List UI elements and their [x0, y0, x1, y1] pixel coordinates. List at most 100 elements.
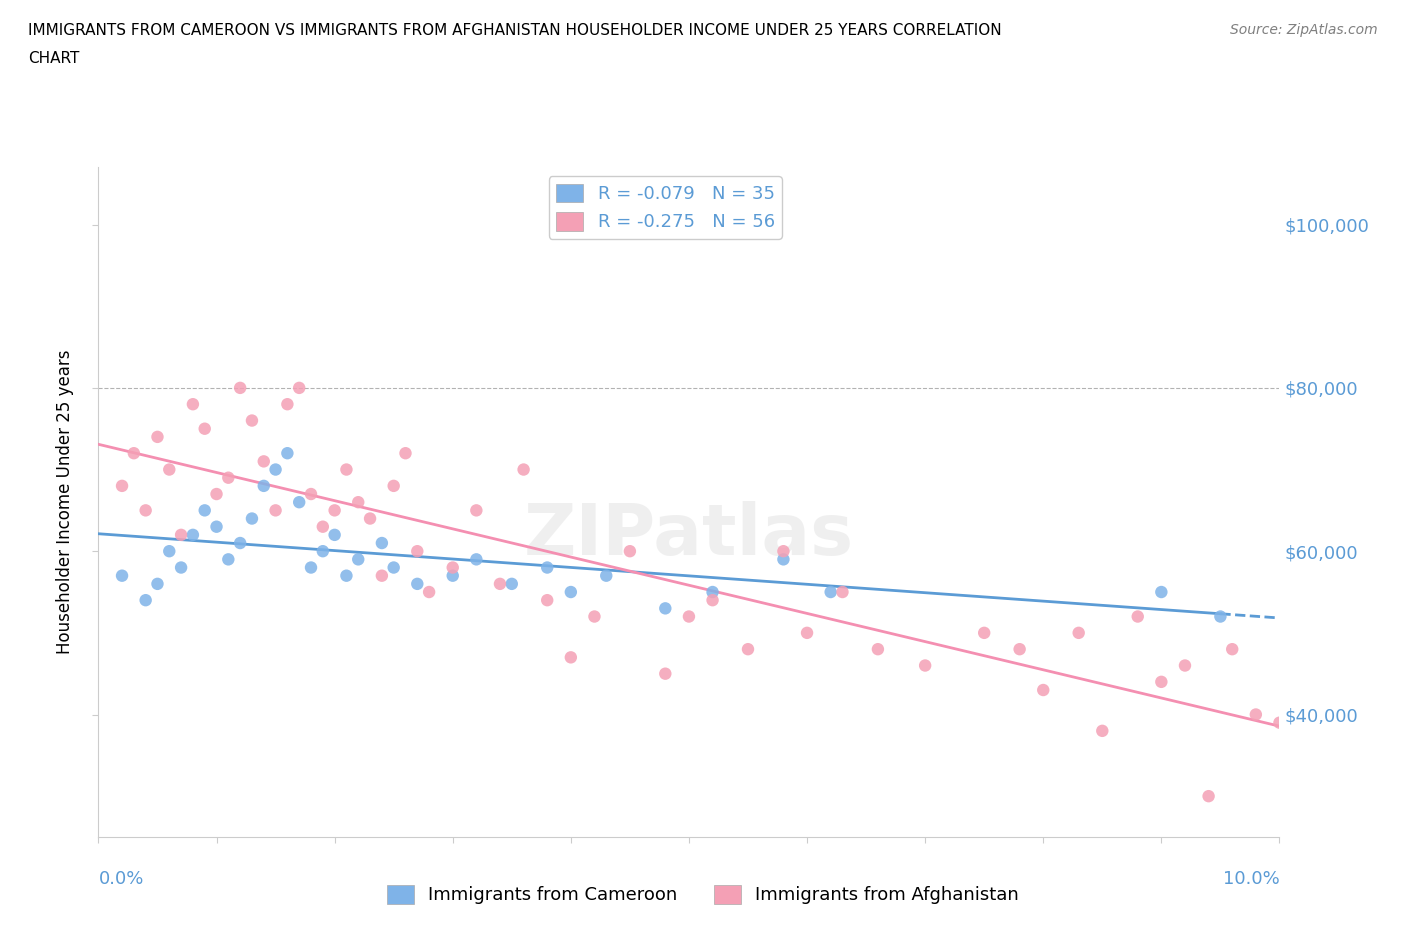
Point: [194, 503, 217, 518]
Point: [1150, 674, 1173, 689]
Point: [371, 536, 394, 551]
Point: [512, 462, 534, 477]
Point: [737, 642, 759, 657]
Point: [323, 527, 346, 542]
Point: [441, 568, 464, 583]
Point: [240, 512, 263, 526]
Point: [702, 585, 724, 600]
Point: [157, 462, 180, 477]
Text: CHART: CHART: [28, 51, 80, 66]
Point: [406, 544, 429, 559]
Point: [1209, 609, 1232, 624]
Point: [157, 544, 180, 559]
Text: 0.0%: 0.0%: [98, 870, 143, 887]
Point: [288, 380, 311, 395]
Point: [394, 445, 416, 460]
Point: [489, 577, 512, 591]
Point: [772, 551, 794, 566]
Point: [465, 551, 488, 566]
Point: [170, 527, 193, 542]
Point: [288, 495, 311, 510]
Point: [1244, 707, 1267, 722]
Point: [973, 625, 995, 640]
Point: [347, 551, 370, 566]
Point: [181, 397, 204, 412]
Point: [335, 568, 357, 583]
Point: [312, 519, 335, 534]
Point: [335, 462, 357, 477]
Point: [820, 585, 842, 600]
Point: [1032, 683, 1054, 698]
Point: [1174, 658, 1197, 673]
Point: [536, 592, 558, 607]
Point: [501, 577, 523, 591]
Point: [678, 609, 700, 624]
Point: [205, 486, 228, 501]
Point: [595, 568, 617, 583]
Point: [1067, 625, 1090, 640]
Legend: Immigrants from Cameroon, Immigrants from Afghanistan: Immigrants from Cameroon, Immigrants fro…: [380, 878, 1026, 911]
Point: [560, 650, 582, 665]
Point: [465, 503, 488, 518]
Point: [560, 585, 582, 600]
Point: [441, 560, 464, 575]
Point: [914, 658, 936, 673]
Point: [111, 568, 134, 583]
Point: [1126, 609, 1149, 624]
Point: [654, 601, 676, 616]
Point: [1008, 642, 1031, 657]
Point: [831, 585, 853, 600]
Point: [276, 397, 298, 412]
Point: [299, 486, 322, 501]
Point: [253, 454, 276, 469]
Text: 10.0%: 10.0%: [1223, 870, 1279, 887]
Point: [122, 445, 145, 460]
Point: [1198, 789, 1220, 804]
Point: [276, 445, 298, 460]
Point: [194, 421, 217, 436]
Point: [1150, 585, 1173, 600]
Point: [323, 503, 346, 518]
Point: [146, 577, 169, 591]
Point: [796, 625, 818, 640]
Point: [536, 560, 558, 575]
Point: [371, 568, 394, 583]
Point: [406, 577, 429, 591]
Point: [217, 551, 239, 566]
Point: [181, 527, 204, 542]
Point: [170, 560, 193, 575]
Point: [264, 503, 287, 518]
Point: [135, 592, 157, 607]
Point: [1091, 724, 1114, 738]
Point: [702, 592, 724, 607]
Point: [1268, 715, 1291, 730]
Point: [583, 609, 606, 624]
Point: [229, 536, 252, 551]
Point: [418, 585, 440, 600]
Point: [146, 430, 169, 445]
Point: [205, 519, 228, 534]
Point: [866, 642, 889, 657]
Point: [382, 560, 405, 575]
Point: [382, 478, 405, 493]
Point: [264, 462, 287, 477]
Y-axis label: Householder Income Under 25 years: Householder Income Under 25 years: [56, 350, 75, 655]
Text: Source: ZipAtlas.com: Source: ZipAtlas.com: [1230, 23, 1378, 37]
Point: [654, 666, 676, 681]
Point: [619, 544, 641, 559]
Point: [299, 560, 322, 575]
Point: [312, 544, 335, 559]
Point: [772, 544, 794, 559]
Point: [240, 413, 263, 428]
Point: [1220, 642, 1243, 657]
Point: [135, 503, 157, 518]
Point: [111, 478, 134, 493]
Point: [217, 471, 239, 485]
Legend: R = -0.079   N = 35, R = -0.275   N = 56: R = -0.079 N = 35, R = -0.275 N = 56: [548, 177, 782, 239]
Point: [229, 380, 252, 395]
Point: [359, 512, 381, 526]
Point: [253, 478, 276, 493]
Text: ZIPatlas: ZIPatlas: [524, 501, 853, 570]
Point: [347, 495, 370, 510]
Text: IMMIGRANTS FROM CAMEROON VS IMMIGRANTS FROM AFGHANISTAN HOUSEHOLDER INCOME UNDER: IMMIGRANTS FROM CAMEROON VS IMMIGRANTS F…: [28, 23, 1001, 38]
